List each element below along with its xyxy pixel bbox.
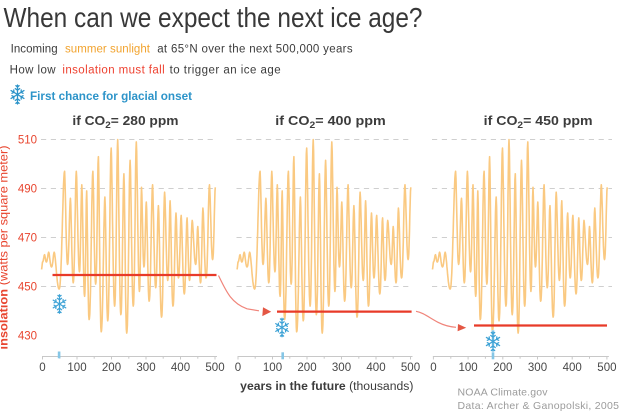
svg-text:100: 100 <box>263 362 282 374</box>
svg-text:500: 500 <box>597 362 616 374</box>
svg-text:510: 510 <box>18 135 37 147</box>
svg-text:if CO2= 280 ppm: if CO 2= 280 ppm <box>72 114 178 130</box>
svg-text:if CO2= 450 ppm: if CO 2= 450 ppm <box>484 114 593 130</box>
svg-text:500: 500 <box>205 362 224 374</box>
svg-text:When can we expect the next ic: When can we expect the next ice age? <box>4 2 423 33</box>
svg-text:400: 400 <box>171 362 190 374</box>
svg-text:500: 500 <box>401 362 420 374</box>
svg-text:300: 300 <box>528 362 547 374</box>
svg-text:300: 300 <box>332 362 351 374</box>
svg-text:0: 0 <box>430 362 436 374</box>
svg-text:400: 400 <box>563 362 582 374</box>
svg-text:0: 0 <box>39 362 45 374</box>
svg-text:450: 450 <box>18 282 37 294</box>
svg-text:First chance for glacial onset: First chance for glacial onset <box>30 89 192 103</box>
svg-text:400: 400 <box>366 362 385 374</box>
svg-text:200: 200 <box>493 362 512 374</box>
svg-text:years in the future (thousands: years in the future (thousands) <box>240 381 413 393</box>
svg-text:insolation (watts per square m: insolation (watts per square meter) <box>0 145 11 349</box>
svg-text:300: 300 <box>136 362 155 374</box>
svg-text:470: 470 <box>18 233 37 245</box>
svg-text:490: 490 <box>18 184 37 196</box>
svg-text:200: 200 <box>102 362 121 374</box>
svg-text:NOAA Climate.gov: NOAA Climate.gov <box>458 387 549 399</box>
svg-text:if CO2= 400 ppm: if CO 2= 400 ppm <box>275 114 385 130</box>
svg-text:Data: Archer & Ganopolski, 200: Data: Archer & Ganopolski, 2005 <box>458 400 620 412</box>
svg-text:200: 200 <box>297 362 316 374</box>
svg-text:100: 100 <box>459 362 478 374</box>
svg-text:0: 0 <box>235 362 241 374</box>
svg-text:100: 100 <box>67 362 86 374</box>
svg-text:430: 430 <box>18 330 37 342</box>
